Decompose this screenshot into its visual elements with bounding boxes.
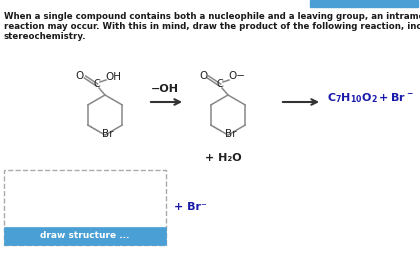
FancyBboxPatch shape — [4, 170, 166, 245]
Text: O−: O− — [228, 71, 246, 81]
Text: −OH: −OH — [150, 84, 178, 94]
Text: stereochemistry.: stereochemistry. — [4, 32, 87, 41]
Text: O: O — [76, 71, 84, 81]
Text: O: O — [199, 71, 207, 81]
Text: Br: Br — [102, 129, 113, 139]
Text: C: C — [94, 79, 100, 89]
Text: Br: Br — [225, 129, 236, 139]
Text: draw structure ...: draw structure ... — [40, 231, 130, 241]
Text: + Br⁻: + Br⁻ — [174, 202, 207, 212]
Text: + H₂O: + H₂O — [205, 153, 241, 163]
Text: OH: OH — [105, 72, 121, 82]
Bar — [310, 0, 418, 7]
Text: reaction may occur. With this in mind, draw the product of the following reactio: reaction may occur. With this in mind, d… — [4, 22, 420, 31]
Text: C: C — [217, 79, 223, 89]
Text: When a single compound contains both a nucleophile and a leaving group, an intra: When a single compound contains both a n… — [4, 12, 420, 21]
Text: $\mathbf{C_7H_{10}O_2 + Br^-}$: $\mathbf{C_7H_{10}O_2 + Br^-}$ — [327, 91, 413, 105]
FancyBboxPatch shape — [4, 227, 166, 245]
